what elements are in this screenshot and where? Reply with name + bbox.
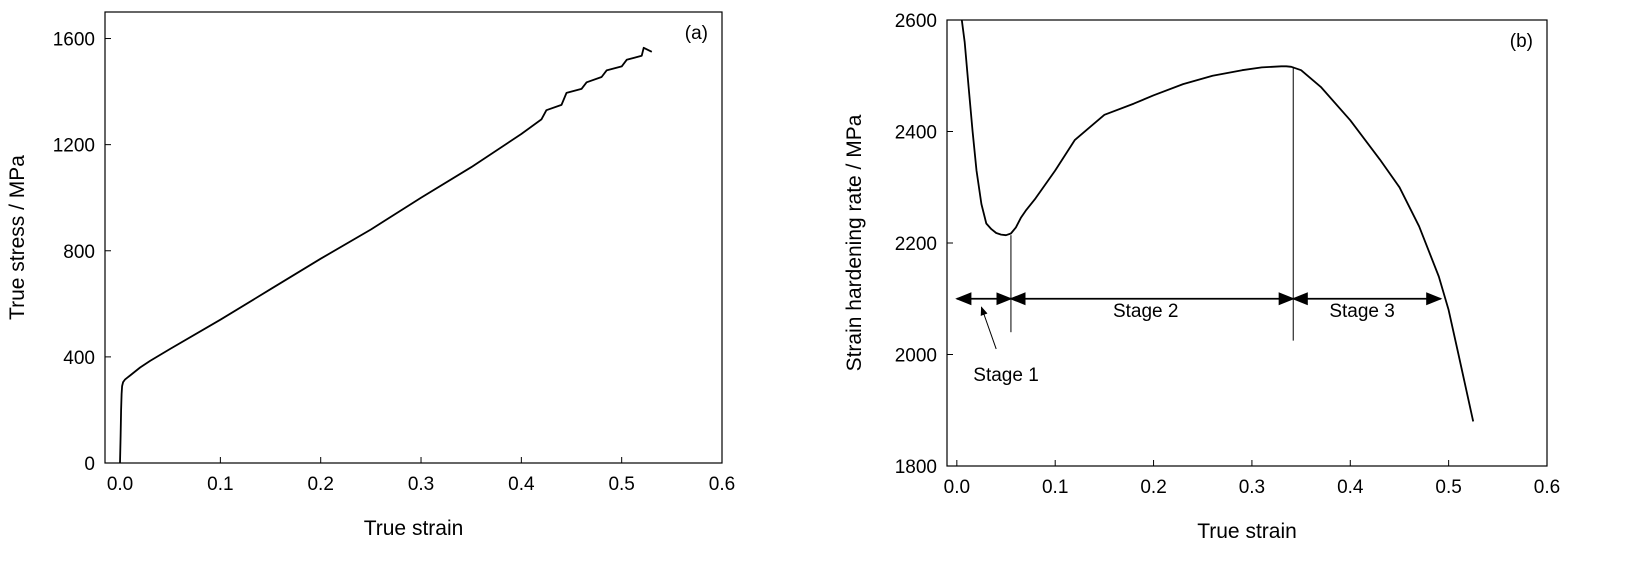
panel-label: (a) <box>685 23 708 44</box>
stage-label: Stage 1 <box>973 365 1039 386</box>
y-tick-label: 2000 <box>895 346 937 367</box>
y-tick-label: 2200 <box>895 234 937 255</box>
y-tick-label: 0 <box>84 454 95 475</box>
plot-frame <box>946 19 1548 467</box>
x-tick-label: 0.5 <box>1435 477 1461 498</box>
y-axis-title: Strain hardening rate / MPa <box>843 114 866 371</box>
x-tick-label: 0.1 <box>1042 477 1068 498</box>
plot-frame <box>104 11 723 464</box>
x-tick-label: 0.5 <box>608 474 634 495</box>
x-axis-title: True strain <box>1197 520 1297 543</box>
y-tick-label: 1200 <box>53 136 95 157</box>
y-tick-label: 2600 <box>895 11 937 32</box>
y-tick-label: 400 <box>63 348 95 369</box>
x-tick-label: 0.2 <box>1140 477 1166 498</box>
y-axis-title: True stress / MPa <box>6 155 29 320</box>
stage-label: Stage 3 <box>1329 301 1395 322</box>
chart-panel-a: 0.0 0.1 0.2 0.3 0.4 0.5 0.6 0 400 800 1200 1600 True… <box>6 11 735 540</box>
x-tick-label: 0.3 <box>408 474 434 495</box>
y-tick-label: 1800 <box>895 457 937 478</box>
y-tick-label: 2400 <box>895 123 937 144</box>
x-tick-label: 0.4 <box>508 474 535 495</box>
x-tick-label: 0.4 <box>1337 477 1364 498</box>
x-tick-label: 0.3 <box>1239 477 1265 498</box>
series-line <box>119 46 653 464</box>
stage-label: Stage 2 <box>1113 301 1179 322</box>
stage-1-pointer-arrow <box>980 306 997 350</box>
x-tick-label: 0.0 <box>944 477 970 498</box>
chart-panel-b: 0.0 0.1 0.2 0.3 0.4 0.5 0.6 1800 2000 2200 2400 260… <box>843 11 1560 543</box>
x-tick-label: 0.6 <box>1534 477 1560 498</box>
x-axis-title: True strain <box>364 517 464 540</box>
x-tick-label: 0.1 <box>207 474 233 495</box>
panel-label: (b) <box>1510 31 1533 52</box>
series-line <box>960 19 1475 422</box>
y-tick-label: 1600 <box>53 30 95 51</box>
x-tick-label: 0.2 <box>307 474 333 495</box>
y-tick-label: 800 <box>63 242 95 263</box>
x-tick-label: 0.0 <box>107 474 133 495</box>
x-tick-label: 0.6 <box>709 474 735 495</box>
